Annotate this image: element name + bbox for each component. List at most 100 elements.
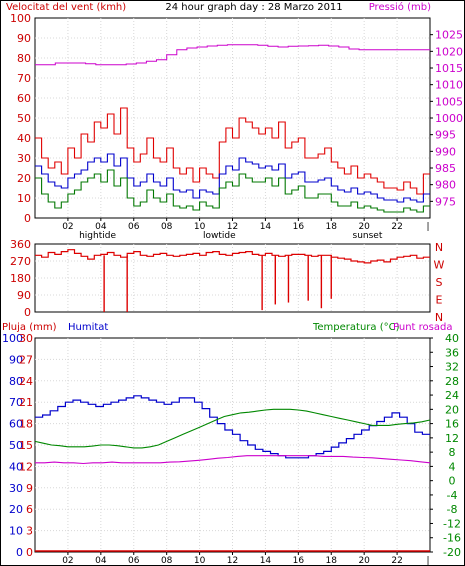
temperature-tick-label: -4	[447, 489, 458, 502]
compass-label: E	[436, 294, 443, 307]
humidity-x-tick-label: 06	[128, 556, 140, 566]
wind-tick-label: 40	[17, 132, 31, 145]
temperature-tick-label: -8	[447, 503, 458, 516]
rain-tick-label: 0	[26, 546, 33, 559]
dewpoint-axis-title: Punt rosada	[393, 322, 452, 333]
humidity-x-tick-label: 08	[161, 556, 173, 566]
wind-x-tick-label: 02	[62, 222, 73, 232]
pressure-tick-label: 1000	[435, 112, 463, 125]
humidity-tick-label: 10	[9, 525, 23, 538]
rain-tick-label: 9	[26, 482, 33, 495]
wind-x-end-mark: |	[426, 222, 429, 232]
humidity-tick-label: 30	[9, 482, 23, 495]
humidity-plot-area	[34, 337, 431, 553]
rain-tick-label: 12	[19, 460, 33, 473]
humidity-x-tick-label: 02	[62, 556, 73, 566]
gust-wind-line	[35, 107, 430, 195]
rain-tick-label: 18	[19, 418, 33, 431]
compass-label: W	[434, 259, 445, 272]
humidity-x-tick-label: 12	[227, 556, 238, 566]
humidity-tick-label: 80	[9, 375, 23, 388]
average-wind-line	[35, 153, 430, 203]
wind-tick-label: 0	[24, 212, 31, 225]
humidity-x-tick-label: 16	[293, 556, 305, 566]
dewpoint-line	[35, 455, 431, 465]
temperature-tick-label: 12	[445, 432, 459, 445]
humidity-temperature-panel: 0102030405060708090100036912151821242730…	[2, 332, 461, 566]
wind-x-tick-label: 18	[326, 222, 338, 232]
wind-x-tick-label: 08	[161, 222, 173, 232]
rain-tick-label: 30	[19, 332, 33, 345]
humidity-line	[35, 395, 430, 459]
temperature-tick-label: 16	[445, 418, 459, 431]
rain-axis-title: Pluja (mm)	[2, 322, 57, 333]
event-label-lowtide: lowtide	[203, 231, 236, 241]
rain-tick-label: 27	[19, 353, 33, 366]
humidity-x-tick-label: 18	[326, 556, 338, 566]
direction-tick-label: 0	[24, 306, 31, 319]
wind-tick-label: 10	[17, 192, 31, 205]
pressure-tick-label: 1015	[435, 62, 463, 75]
humidity-x-tick-label: 14	[260, 556, 272, 566]
temperature-tick-label: -20	[443, 546, 461, 559]
wind-tick-label: 80	[17, 52, 31, 65]
humidity-tick-label: 60	[9, 418, 23, 431]
compass-label: N	[435, 311, 443, 324]
wind-x-tick-label: 04	[95, 222, 107, 232]
pressure-tick-label: 990	[435, 145, 456, 158]
wind-tick-label: 20	[17, 172, 31, 185]
humidity-x-tick-label: 04	[95, 556, 107, 566]
direction-tick-label: 270	[10, 255, 31, 268]
temperature-tick-label: 28	[445, 375, 459, 388]
humidity-tick-label: 20	[9, 503, 23, 516]
pressure-tick-label: 995	[435, 129, 456, 142]
wind-x-tick-label: 14	[260, 222, 272, 232]
pressure-line	[35, 44, 430, 66]
rain-tick-label: 6	[26, 503, 33, 516]
temperature-tick-label: 20	[445, 403, 459, 416]
pressure-tick-label: 1005	[435, 95, 463, 108]
compass-label: S	[436, 276, 443, 289]
pressure-tick-label: 1025	[435, 29, 463, 42]
pressure-tick-label: 985	[435, 162, 456, 175]
temperature-line	[34, 408, 431, 449]
pressure-axis-title: Pressió (mb)	[369, 1, 431, 13]
wind-tick-label: 60	[17, 92, 31, 105]
temperature-tick-label: -12	[443, 517, 461, 530]
rain-tick-label: 24	[19, 375, 33, 388]
temperature-tick-label: 40	[445, 332, 459, 345]
rain-tick-label: 3	[26, 525, 33, 538]
pressure-tick-label: 1020	[435, 45, 463, 58]
humidity-tick-label: 50	[9, 439, 23, 452]
chart-title: 24 hour graph day : 28 Marzo 2011	[165, 2, 342, 13]
humidity-tick-label: 100	[2, 332, 23, 345]
wind-pressure-panel: 0102030405060708090100975980985990995100…	[10, 12, 463, 241]
humidity-tick-label: 90	[9, 353, 23, 366]
event-label-sunset: sunset	[353, 231, 383, 241]
wind-tick-label: 90	[17, 32, 31, 45]
temperature-axis-title: Temperatura (°C)	[312, 322, 400, 333]
wind-x-tick-label: 10	[194, 222, 206, 232]
event-label-hightide: hightide	[79, 231, 116, 241]
rain-tick-label: 15	[19, 439, 33, 452]
wind-tick-label: 50	[17, 112, 31, 125]
direction-tick-label: 360	[10, 238, 31, 251]
wind-axis-title: Velocitat del vent (kmh)	[6, 2, 126, 13]
temperature-tick-label: 4	[449, 460, 456, 473]
humidity-tick-label: 70	[9, 396, 23, 409]
humidity-axis-title: Humitat	[68, 322, 108, 333]
humidity-x-tick-label: 20	[358, 556, 370, 566]
direction-tick-label: 90	[17, 289, 31, 302]
temperature-tick-label: 36	[445, 346, 459, 359]
temperature-tick-label: 0	[449, 475, 456, 488]
humidity-tick-label: 40	[9, 460, 23, 473]
wind-tick-label: 100	[10, 12, 31, 25]
pressure-tick-label: 1010	[435, 79, 463, 92]
temperature-tick-label: 24	[445, 389, 459, 402]
temperature-tick-label: 32	[445, 361, 459, 374]
temperature-tick-label: -16	[443, 532, 461, 545]
compass-label: N	[435, 241, 443, 254]
wind-x-tick-label: 16	[293, 222, 305, 232]
